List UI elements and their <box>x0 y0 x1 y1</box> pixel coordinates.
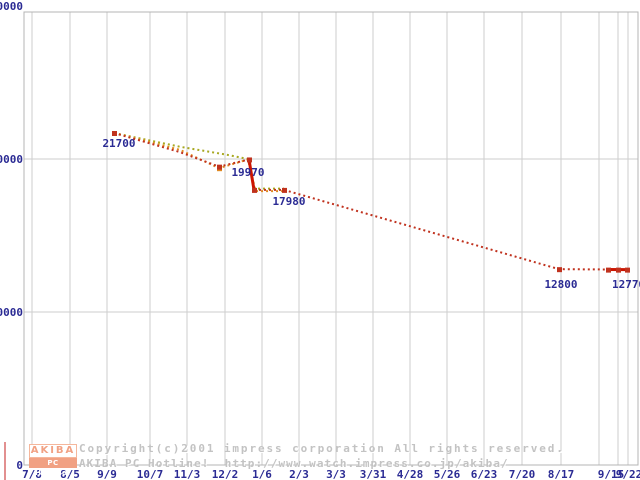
price-low-red-line <box>254 188 607 271</box>
copyright-watermark-line2: AKIBA PC Hotline! http://www.watch.impre… <box>79 457 509 470</box>
data-point-marker <box>252 187 257 193</box>
x-axis-tick-label: 4/28 <box>397 468 424 480</box>
price-low-red-line <box>247 159 256 191</box>
x-axis-tick-label: 1/6 <box>252 468 272 480</box>
data-point-marker <box>616 267 621 273</box>
x-axis-tick-label: 8/17 <box>548 468 575 480</box>
y-axis-tick-label: 10000 <box>0 306 23 319</box>
data-point-label: 12770 <box>612 278 640 291</box>
x-axis-tick-label: 9/9 <box>97 468 117 480</box>
x-axis-tick-label: 6/23 <box>471 468 498 480</box>
left-edge-stripe <box>4 442 6 480</box>
price-low-red-line <box>113 132 250 168</box>
x-axis-tick-label: 3/31 <box>360 468 387 480</box>
data-point-marker <box>557 267 562 273</box>
logo-pc-hotline-text: PC Hotline! <box>29 458 77 477</box>
data-point-marker <box>217 164 222 170</box>
x-axis-tick-label: 12/2 <box>212 468 239 480</box>
data-point-marker <box>625 267 630 273</box>
price-mid-orange-line <box>113 132 284 193</box>
logo-akiba-text: AKIBA <box>29 444 77 458</box>
x-axis-tick-label: 7/20 <box>509 468 536 480</box>
data-point-marker <box>282 187 287 193</box>
price-high-olive-line <box>113 132 284 190</box>
y-axis-tick-label: 20000 <box>0 153 23 166</box>
x-axis-tick-label: 10/7 <box>137 468 164 480</box>
data-point-marker <box>606 267 611 273</box>
data-point-label: 17980 <box>272 195 305 208</box>
x-axis-tick-label: 5/26 <box>434 468 461 480</box>
x-axis-tick-label: 7/8 <box>22 468 42 480</box>
copyright-watermark-line1: Copyright(c)2001 impress corporation All… <box>79 442 565 455</box>
data-point-marker <box>112 130 117 136</box>
data-point-label: 19970 <box>231 166 264 179</box>
data-point-label: 12800 <box>544 278 577 291</box>
akiba-pc-hotline-logo: AKIBA PC Hotline! <box>29 444 77 477</box>
x-axis-tick-label: 2/3 <box>289 468 309 480</box>
y-axis-tick-label: 0 <box>16 459 23 472</box>
x-axis-tick-label: 9/22 <box>616 468 640 480</box>
x-axis-tick-label: 3/3 <box>326 468 346 480</box>
data-point-label: 21700 <box>102 137 135 150</box>
data-point-marker <box>247 157 252 163</box>
y-axis-tick-label: 30000 <box>0 0 23 13</box>
x-axis-tick-label: 9/15 <box>598 468 625 480</box>
x-axis-tick-label: 11/3 <box>174 468 201 480</box>
plot-border <box>23 11 639 466</box>
x-axis-tick-label: 8/5 <box>60 468 80 480</box>
